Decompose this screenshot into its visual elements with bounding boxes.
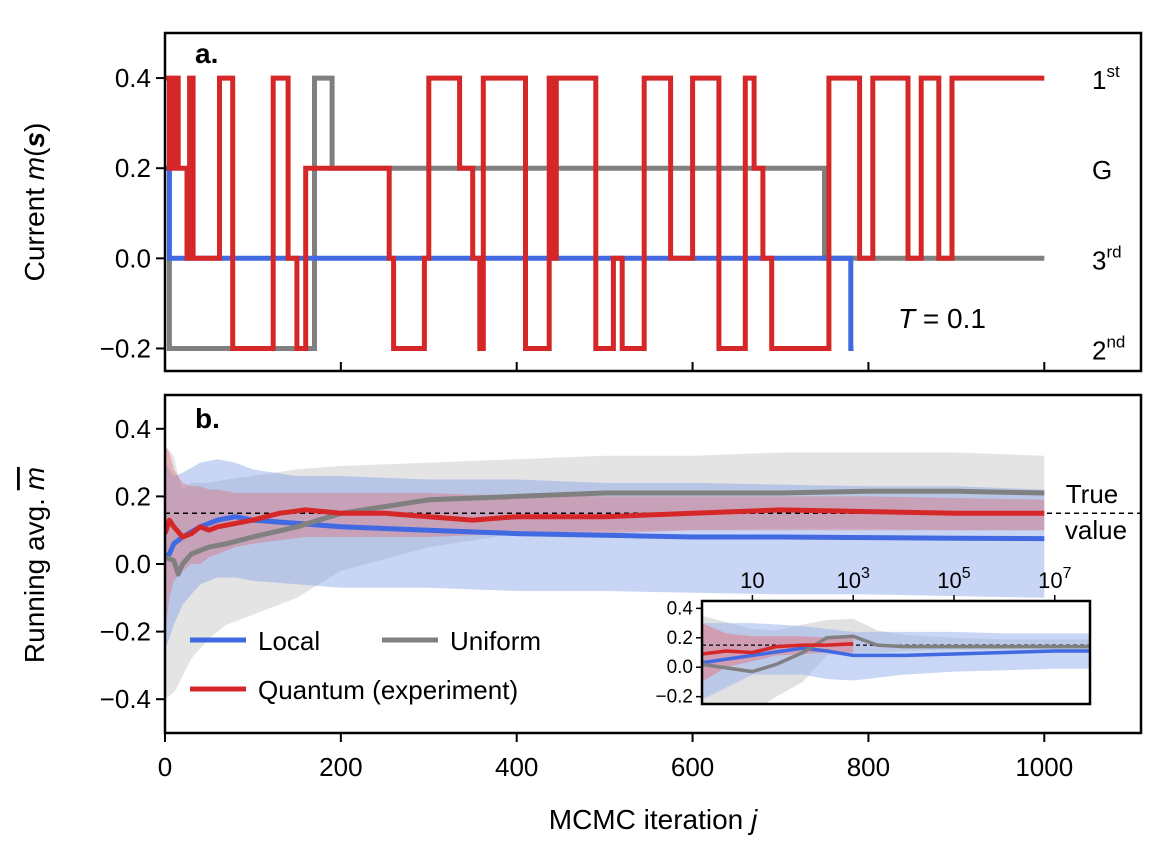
legend-label-uniform: Uniform: [450, 626, 541, 656]
y-tick-label: −0.2: [100, 333, 151, 363]
inset-ticks: −0.2 0.0 0.2 0.4 10 103 105 107: [655, 565, 1071, 708]
inset-x-tick-label: 105: [937, 565, 970, 593]
inset-lines: [702, 634, 1090, 674]
panel-b-frame: [163, 393, 1143, 735]
true-value-label-line2: value: [1065, 515, 1127, 545]
y-tick-label: 0.2: [115, 153, 151, 183]
x-tick-label: 0: [158, 752, 172, 782]
panel-a: −0.2 0.0 0.2 0.4 a. Current m(s) T = 0.1 1s…: [19, 31, 1143, 373]
series-line-quantum-experiment: [165, 75, 1045, 351]
legend: Local Uniform Quantum (experiment): [190, 626, 541, 705]
y-tick-label: 0.0: [115, 243, 151, 273]
y-tick-label: 0.4: [115, 414, 151, 444]
legend-label-local: Local: [258, 626, 320, 656]
y-tick-label: 0.2: [115, 481, 151, 511]
panel-b-ylabel: Running avg. m: [19, 467, 50, 663]
x-tick-label: 1000: [1015, 752, 1073, 782]
inset-frame: [700, 599, 1092, 706]
inset-y-tick-label: 0.4: [667, 598, 694, 619]
x-tick-label: 800: [847, 752, 890, 782]
panel-a-label: a.: [195, 38, 218, 69]
y-tick-label: 0.0: [115, 549, 151, 579]
inset-y-tick-label: 0.0: [667, 657, 693, 678]
x-tick-label: 200: [319, 752, 362, 782]
panel-b-ticks: −0.4 −0.2 0.0 0.2 0.4 0 200 400 600 800 1000: [100, 414, 1074, 782]
panel-a-frame: [163, 31, 1143, 373]
panel-b-label: b.: [195, 403, 220, 434]
panel-a-series: [165, 75, 1045, 351]
inset-line-local: [702, 646, 1090, 665]
state-label-3rd: 3rd: [1092, 242, 1122, 275]
panel-a-ylabel: Current m(s): [19, 123, 50, 282]
series-line-uniform: [165, 488, 1045, 577]
panel-a-ticks: −0.2 0.0 0.2 0.4: [100, 63, 1046, 371]
y-tick-label: −0.4: [100, 684, 151, 714]
x-tick-label: 600: [671, 752, 714, 782]
y-tick-label: −0.2: [100, 617, 151, 647]
series-line-uniform: [166, 75, 1045, 351]
inset-y-tick-label: 0.2: [667, 628, 693, 649]
y-tick-label: 0.4: [115, 63, 151, 93]
inset-x-tick-label: 10: [740, 568, 764, 593]
state-labels: 1st G 3rd 2nd: [1092, 62, 1125, 365]
state-label-g: G: [1092, 155, 1112, 185]
temperature-annotation: T = 0.1: [898, 303, 986, 334]
x-axis-label: MCMC iteration j: [549, 804, 758, 835]
legend-label-quantum: Quantum (experiment): [258, 675, 518, 705]
x-tick-label: 400: [495, 752, 538, 782]
state-label-1st: 1st: [1092, 62, 1120, 95]
true-value-label-line1: True: [1066, 479, 1119, 509]
state-label-2nd: 2nd: [1092, 332, 1125, 365]
series-line-local: [165, 165, 854, 351]
inset-line-uniform: [702, 634, 1090, 674]
inset-log-plot: −0.2 0.0 0.2 0.4 10 103 105 107: [655, 565, 1092, 708]
inset-line-quantum-experiment: [702, 641, 854, 656]
inset-x-tick-label: 107: [1038, 565, 1071, 593]
series-line-quantum-experiment: [165, 507, 1045, 540]
inset-y-tick-label: −0.2: [655, 687, 693, 708]
panel-b-lines: [165, 488, 1141, 577]
inset-x-tick-label: 103: [836, 565, 869, 593]
panel-b: −0.4 −0.2 0.0 0.2 0.4 0 200 400 600 800 1000 b. Ru…: [19, 393, 1143, 835]
